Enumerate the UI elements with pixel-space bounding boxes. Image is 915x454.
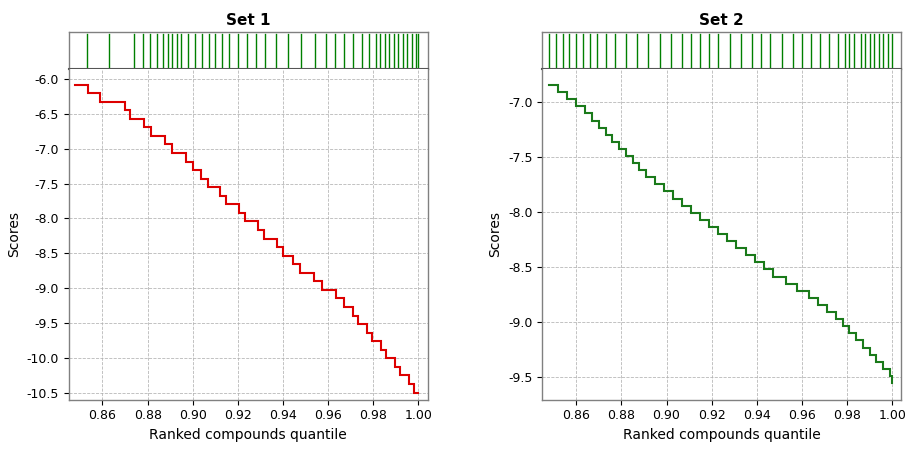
- X-axis label: Ranked compounds quantile: Ranked compounds quantile: [149, 428, 347, 442]
- Y-axis label: Scores: Scores: [7, 211, 21, 257]
- Title: Set 1: Set 1: [226, 13, 270, 28]
- Y-axis label: Scores: Scores: [489, 211, 502, 257]
- Title: Set 2: Set 2: [699, 13, 744, 28]
- X-axis label: Ranked compounds quantile: Ranked compounds quantile: [623, 428, 821, 442]
